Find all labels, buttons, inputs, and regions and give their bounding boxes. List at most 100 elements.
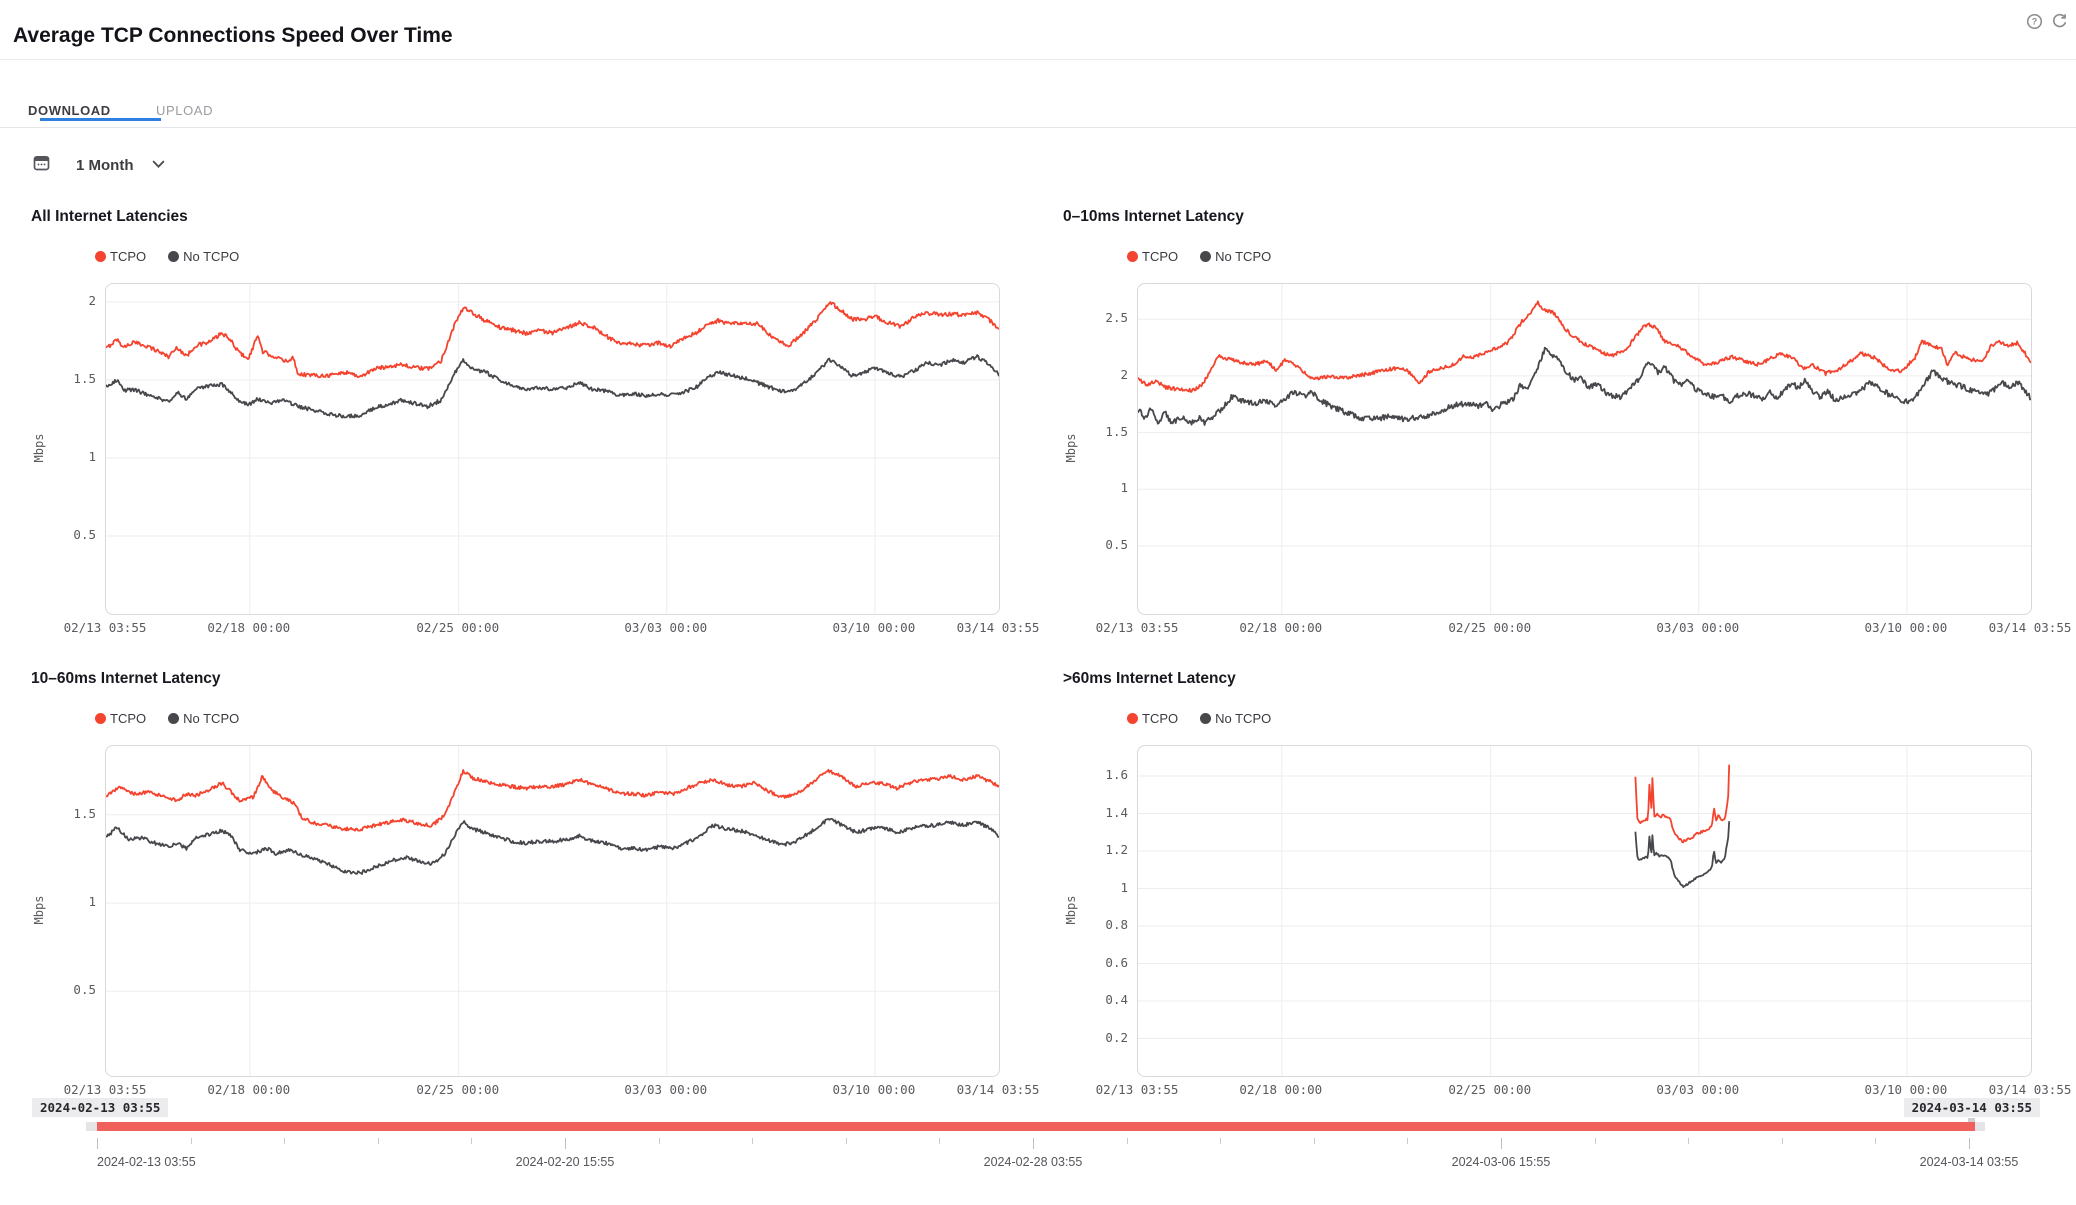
ruler-tick — [752, 1138, 754, 1144]
y-axis-tick-label: 2.5 — [1105, 310, 1128, 326]
legend-dot-tcpo — [1127, 251, 1138, 262]
legend-item-no-tcpo[interactable]: No TCPO — [1200, 249, 1271, 264]
refresh-icon[interactable] — [2051, 13, 2068, 30]
range-start-badge: 2024-02-13 03:55 — [32, 1098, 169, 1117]
chart-legend: TCPO No TCPO — [95, 711, 239, 726]
y-axis-tick-label: 0.8 — [1105, 917, 1128, 932]
y-axis-tick-label: 1.6 — [1105, 767, 1128, 782]
ruler-tick — [1594, 1138, 1596, 1144]
legend-label-no-tcpo: No TCPO — [1215, 249, 1272, 264]
x-axis-tick-label: 02/18 00:00 — [1239, 1082, 1323, 1097]
chart-0-10ms-internet-latency: 0–10ms Internet Latency TCPO No TCPO Mbp… — [1063, 208, 2071, 648]
legend-label-tcpo: TCPO — [110, 249, 147, 264]
y-axis-tick-label: 2 — [1120, 366, 1128, 382]
y-axis-tick-label: 1 — [1120, 480, 1128, 496]
chart-legend: TCPO No TCPO — [95, 249, 239, 264]
legend-label-tcpo: TCPO — [1142, 711, 1179, 726]
tab-download[interactable]: DOWNLOAD — [28, 103, 161, 121]
chart-title: 10–60ms Internet Latency — [31, 670, 221, 687]
legend-item-tcpo[interactable]: TCPO — [95, 249, 146, 264]
chart-over-60ms-internet-latency: >60ms Internet Latency TCPO No TCPO Mbps… — [1063, 670, 2071, 1110]
y-axis-tick-label: 0.5 — [1105, 536, 1128, 552]
ruler-tick-label: 2024-03-06 15:55 — [1451, 1155, 1551, 1169]
slider-handle-right[interactable] — [1968, 1118, 1975, 1122]
legend-item-tcpo[interactable]: TCPO — [1127, 711, 1178, 726]
chart-title: 0–10ms Internet Latency — [1063, 208, 1244, 225]
plot-area[interactable] — [1137, 745, 2032, 1077]
ruler-tick — [377, 1138, 379, 1144]
y-axis-tick-label: 1.4 — [1105, 804, 1128, 820]
legend-dot-tcpo — [95, 713, 106, 724]
legend-label-no-tcpo: No TCPO — [183, 711, 240, 726]
ruler-tick — [284, 1138, 286, 1144]
legend-item-no-tcpo[interactable]: No TCPO — [168, 249, 239, 264]
header-actions: ? — [2026, 13, 2068, 30]
tab-bar: DOWNLOAD UPLOAD — [0, 60, 2076, 128]
active-tab-underline — [40, 118, 161, 121]
x-axis-tick-label: 03/14 03:55 — [956, 1082, 1040, 1097]
help-icon[interactable]: ? — [2026, 13, 2043, 30]
svg-text:?: ? — [2032, 17, 2037, 27]
y-axis-tick-label: 1 — [88, 894, 96, 910]
time-range-slider-track[interactable] — [86, 1118, 1985, 1131]
chart-10-60ms-internet-latency: 10–60ms Internet Latency TCPO No TCPO Mb… — [31, 670, 1039, 1110]
ruler-tick — [1033, 1138, 1034, 1149]
ruler-tick — [190, 1138, 192, 1144]
ruler-tick — [1313, 1138, 1315, 1144]
time-range-dropdown[interactable]: 1 Month — [33, 153, 165, 177]
legend-item-no-tcpo[interactable]: No TCPO — [1200, 711, 1271, 726]
x-axis-tick-label: 03/10 00:00 — [1864, 1082, 1948, 1097]
x-axis-tick-label: 02/18 00:00 — [1239, 620, 1323, 635]
page-title: Average TCP Connections Speed Over Time — [13, 24, 453, 48]
x-axis-tick-label: 02/25 00:00 — [1448, 1082, 1532, 1097]
legend-dot-no-tcpo — [1200, 713, 1212, 724]
x-axis-tick-label: 02/13 03:55 — [63, 1082, 147, 1097]
plot-area[interactable] — [105, 283, 1000, 615]
tab-upload[interactable]: UPLOAD — [156, 103, 213, 119]
x-axis-tick-label: 02/18 00:00 — [207, 1082, 291, 1097]
chart-title: >60ms Internet Latency — [1063, 670, 1236, 687]
plot-area[interactable] — [1137, 283, 2032, 615]
plot-area[interactable] — [105, 745, 1000, 1077]
x-axis-tick-label: 02/13 03:55 — [1095, 1082, 1179, 1097]
legend-dot-tcpo — [1127, 713, 1138, 724]
x-axis-tick-label: 03/10 00:00 — [832, 1082, 916, 1097]
legend-item-tcpo[interactable]: TCPO — [1127, 249, 1178, 264]
legend-label-tcpo: TCPO — [110, 711, 147, 726]
y-axis-tick-label: 0.5 — [73, 982, 96, 998]
x-axis-tick-label: 03/14 03:55 — [956, 620, 1040, 635]
y-axis-tick-label: 0.5 — [73, 526, 96, 542]
y-axis-tick-label: 0.2 — [1105, 1029, 1128, 1045]
ruler-tick-label: 2024-02-28 03:55 — [983, 1155, 1083, 1169]
y-axis-tick-label: 2 — [88, 292, 96, 308]
y-axis-tick-label: 1 — [1120, 879, 1128, 895]
ruler-tick — [1407, 1138, 1409, 1144]
legend-label-no-tcpo: No TCPO — [183, 249, 240, 264]
chart-title: All Internet Latencies — [31, 208, 188, 225]
series-line-no-tcpo — [1634, 821, 1731, 888]
tab-upload-label: UPLOAD — [156, 103, 214, 118]
legend-item-tcpo[interactable]: TCPO — [95, 711, 146, 726]
y-axis-tick-label: 1.2 — [1105, 842, 1128, 857]
series-line-tcpo — [106, 301, 999, 379]
x-axis-tick-label: 03/03 00:00 — [624, 620, 708, 635]
ruler-tick — [97, 1138, 98, 1149]
ruler-tick-label: 2024-03-14 03:55 — [1919, 1155, 2019, 1169]
x-axis-tick-label: 02/13 03:55 — [1095, 620, 1179, 635]
ruler-tick — [471, 1138, 473, 1144]
legend-dot-no-tcpo — [1200, 251, 1212, 262]
x-axis-tick-label: 03/03 00:00 — [624, 1082, 708, 1097]
calendar-icon — [33, 154, 50, 176]
x-axis-tick-label: 03/14 03:55 — [1988, 620, 2072, 635]
x-axis-tick-label: 03/10 00:00 — [1864, 620, 1948, 635]
x-axis-tick-label: 02/25 00:00 — [416, 620, 500, 635]
range-end-badge: 2024-03-14 03:55 — [1903, 1098, 2040, 1117]
x-axis-tick-label: 03/14 03:55 — [1988, 1082, 2072, 1097]
ruler-tick — [939, 1138, 941, 1144]
legend-item-no-tcpo[interactable]: No TCPO — [168, 711, 239, 726]
legend-dot-tcpo — [95, 251, 106, 262]
time-range-slider-selection[interactable] — [97, 1118, 1975, 1131]
ruler-tick — [565, 1138, 566, 1149]
ruler-tick — [1501, 1138, 1502, 1149]
